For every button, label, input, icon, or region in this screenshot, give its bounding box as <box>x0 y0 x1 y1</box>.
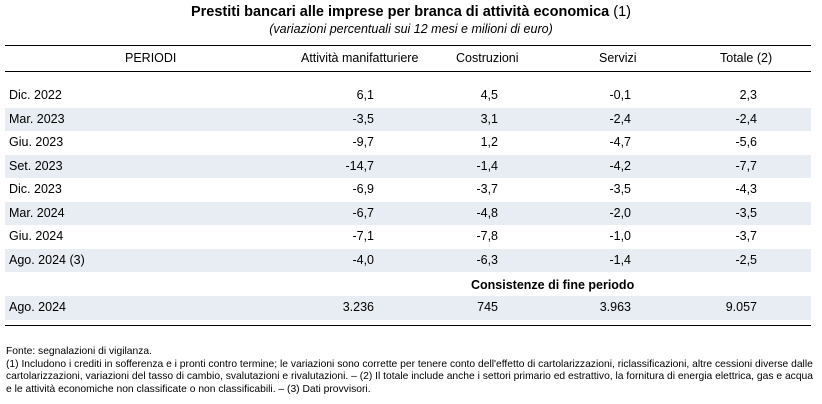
table-row: Dic. 2022 6,1 4,5 -0,1 2,3 <box>5 84 811 108</box>
cell-costruzioni: -6,3 <box>476 252 498 267</box>
cell-costruzioni: 1,2 <box>480 135 498 149</box>
cell-servizi: -2,4 <box>609 111 631 126</box>
cell-totale: -4,3 <box>735 182 757 196</box>
header-costruzioni: Costruzioni <box>456 51 519 65</box>
table-title-text: Prestiti bancari alle imprese per branca… <box>190 4 610 20</box>
table-title-note: (1) <box>613 4 631 20</box>
cell-costruzioni: -1,4 <box>476 158 498 173</box>
cell-servizi: -4,7 <box>609 135 631 149</box>
cell-costruzioni: -4,8 <box>476 205 498 220</box>
footnotes: Fonte: segnalazioni di vigilanza. (1) In… <box>6 346 818 396</box>
cell-manifatturiere: -4,0 <box>352 252 374 267</box>
header-row: PERIODI Attività manifatturiere Costruzi… <box>5 48 811 70</box>
cell-totale: -3,7 <box>735 229 757 243</box>
row-period: Ago. 2024 <box>9 300 66 314</box>
cell-totale: -3,5 <box>735 205 757 220</box>
table-row: Set. 2023 -14,7 -1,4 -4,2 -7,7 <box>5 154 811 178</box>
table-title: Prestiti bancari alle imprese per branca… <box>0 4 822 20</box>
cell-servizi: 3.963 <box>599 300 631 314</box>
cell-servizi: -3,5 <box>609 182 631 196</box>
top-rule <box>5 45 811 46</box>
row-period: Ago. 2024 (3) <box>9 252 85 267</box>
cell-manifatturiere: -7,1 <box>352 229 374 243</box>
footnote-source: Fonte: segnalazioni di vigilanza. <box>6 346 152 357</box>
cell-manifatturiere: -3,5 <box>352 111 374 126</box>
footnote-notes: (1) Includono i crediti in sofferenza e … <box>6 358 813 395</box>
cell-servizi: -4,2 <box>609 158 631 173</box>
table-subtitle: (variazioni percentuali sui 12 mesi e mi… <box>269 22 553 36</box>
row-period: Dic. 2022 <box>9 88 62 102</box>
cell-manifatturiere: -6,7 <box>352 205 374 220</box>
header-servizi: Servizi <box>599 51 637 65</box>
table-row: Giu. 2024 -7,1 -7,8 -1,0 -3,7 <box>5 225 811 249</box>
cell-servizi: -2,0 <box>609 205 631 220</box>
cell-manifatturiere: -9,7 <box>352 135 374 149</box>
table-row: Mar. 2024 -6,7 -4,8 -2,0 -3,5 <box>5 201 811 225</box>
cell-manifatturiere: -6,9 <box>352 182 374 196</box>
bottom-rule <box>5 325 811 326</box>
header-rule <box>5 71 811 72</box>
cell-totale: -2,4 <box>735 111 757 126</box>
table-row: Dic. 2023 -6,9 -3,7 -3,5 -4,3 <box>5 178 811 202</box>
cell-totale: 9.057 <box>725 300 757 314</box>
cell-costruzioni: 745 <box>477 300 498 314</box>
cell-costruzioni: 4,5 <box>480 88 498 102</box>
cell-totale: -5,6 <box>735 135 757 149</box>
cell-totale: -2,5 <box>735 252 757 267</box>
table-row: Mar. 2023 -3,5 3,1 -2,4 -2,4 <box>5 107 811 131</box>
stock-row: Ago. 2024 3.236 745 3.963 9.057 <box>5 296 811 320</box>
row-period: Mar. 2023 <box>9 111 65 126</box>
row-period: Set. 2023 <box>9 158 63 173</box>
header-manifatturiere: Attività manifatturiere <box>301 51 419 65</box>
table-row: Giu. 2023 -9,7 1,2 -4,7 -5,6 <box>5 131 811 155</box>
cell-totale: -7,7 <box>735 158 757 173</box>
row-period: Giu. 2024 <box>9 229 64 243</box>
table-row: Ago. 2024 (3) -4,0 -6,3 -1,4 -2,5 <box>5 248 811 272</box>
cell-servizi: -0,1 <box>609 88 631 102</box>
cell-manifatturiere: -14,7 <box>345 158 375 173</box>
cell-totale: 2,3 <box>739 88 757 102</box>
row-period: Mar. 2024 <box>9 205 65 220</box>
row-period: Dic. 2023 <box>9 182 62 196</box>
cell-costruzioni: 3,1 <box>480 111 498 126</box>
row-period: Giu. 2023 <box>9 135 64 149</box>
cell-servizi: -1,4 <box>609 252 631 267</box>
cell-costruzioni: -3,7 <box>476 182 498 196</box>
header-periodi: PERIODI <box>125 51 177 65</box>
cell-manifatturiere: 6,1 <box>356 88 374 102</box>
cell-servizi: -1,0 <box>609 229 631 243</box>
cell-manifatturiere: 3.236 <box>342 300 374 314</box>
section-heading-text: Consistenze di fine periodo <box>471 278 635 292</box>
cell-costruzioni: -7,8 <box>476 229 498 243</box>
header-totale: Totale (2) <box>720 51 773 65</box>
